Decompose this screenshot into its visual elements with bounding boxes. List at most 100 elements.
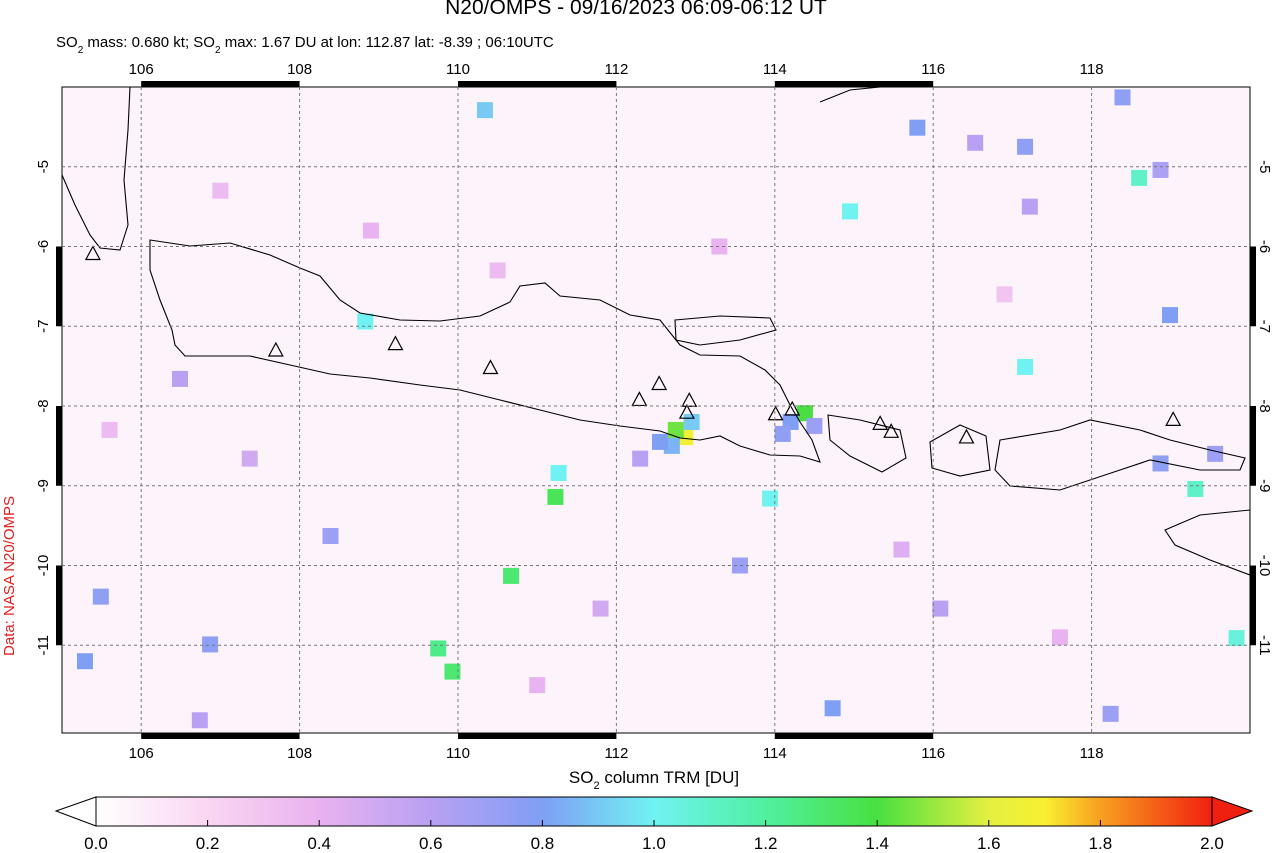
y-tick-label-right: -8 [1256,399,1272,412]
so2-pixel [932,600,949,617]
subscript: 2 [593,780,599,792]
x-tick-label-bottom: 116 [921,745,945,762]
so2-pixel [1114,89,1131,106]
frame-bar [141,733,300,739]
x-tick-label-top: 116 [921,61,945,78]
colorbar-tick-label: 1.6 [977,834,1001,853]
frame-bar [458,733,617,739]
so2-pixel [806,417,823,434]
so2-pixel [592,600,609,617]
so2-pixel [489,262,506,279]
so2-pixel [731,557,748,574]
frame-bar [1250,565,1256,646]
so2-pixel [172,370,189,387]
coast-lombok [929,424,991,477]
x-tick-label-bottom: 112 [604,745,628,762]
so2-pixel [357,313,374,330]
x-tick-label-top: 108 [287,61,312,78]
so2-pixels [76,89,1245,729]
so2-pixel [667,421,684,438]
coast-sumba [1164,509,1250,576]
y-tick-label-left: -10 [35,555,52,577]
frame-bar [774,81,934,87]
so2-pixel [529,677,546,694]
coast-madura [674,315,777,346]
y-tick-label-right: -5 [1256,160,1272,173]
text-part: mass: 0.680 kt; SO [83,34,215,51]
frame-bar [56,246,62,327]
volcano [482,359,499,375]
so2-pixel [893,541,910,558]
volcano [678,403,695,419]
frame-bar [141,81,300,87]
x-tick-label-top: 118 [1080,61,1104,78]
so2-pixel [362,222,379,239]
coast-sumatra [62,87,131,251]
colorbar-low-arrow [54,796,97,827]
volcano [651,375,668,391]
colorbar-tick-label: 1.4 [865,834,889,853]
x-tick-label-top: 106 [129,61,154,78]
so2-pixel [1162,307,1179,324]
so2-pixel [1017,358,1034,375]
colorbar-tick-label: 0.2 [196,834,220,853]
title: N20/OMPS - 09/16/2023 06:09-06:12 UT [445,0,827,19]
y-tick-label-right: -11 [1256,635,1272,656]
x-tick-label-bottom: 110 [446,745,470,762]
y-tick-label-left: -6 [35,240,52,253]
so2-pixel [92,588,109,605]
so2-pixel [1187,480,1204,497]
so2-pixel [444,663,461,680]
so2-pixel [547,488,564,505]
y-tick-label-left: -8 [35,399,52,412]
so2-pixel [824,700,841,717]
text-part: SO [56,34,78,51]
so2-pixel [202,636,219,653]
x-tick-label-bottom: 108 [287,745,312,762]
x-tick-label-top: 112 [604,61,628,78]
so2-pixel [774,425,791,442]
x-tick-label-bottom: 106 [129,745,154,762]
volcanoes [84,245,1182,444]
so2-pixel [1131,169,1148,186]
x-tick-label-bottom: 114 [763,745,787,762]
y-tick-label-right: -7 [1256,320,1272,333]
colorbar-tick-label: 0.4 [307,834,331,853]
y-tick-label-left: -5 [35,160,52,173]
so2-pixel [909,119,926,136]
so2-pixel [1152,455,1169,472]
so2-pixel [711,238,728,255]
so2-pixel [503,567,520,584]
x-tick-label-bottom: 118 [1080,745,1104,762]
text-part: column TRM [DU] [600,768,740,787]
y-tick-label-right: -9 [1256,479,1272,492]
so2-pixel [1152,161,1169,178]
coast-sumbawa [994,419,1246,491]
so2-pixel [1102,705,1119,722]
so2-pixel [1051,629,1068,646]
coast-java [149,239,821,463]
axes: 106 106 108 108 110 110 112 112 114 114 116 116 118 1… [35,61,1272,762]
so2-pixel [842,203,859,220]
coastlines [62,87,1250,576]
volcano [631,391,648,407]
y-tick-label-left: -7 [35,320,52,333]
frame-bar [56,406,62,486]
colorbar-tick-label: 0.0 [84,834,108,853]
so2-pixel [476,102,493,119]
x-tick-label-top: 110 [446,61,470,78]
coast-bali [827,414,907,473]
text-part: SO [569,768,594,787]
so2-pixel [241,450,258,467]
colorbar-tick-label: 1.2 [754,834,778,853]
so2-pixel [1228,630,1245,647]
so2-pixel [967,134,984,151]
plot-background [62,87,1250,733]
volcano [387,335,404,351]
so2-pixel [632,450,649,467]
colorbar-tick-label: 1.0 [642,834,666,853]
volcano [681,391,698,407]
volcano [872,415,889,430]
colorbar-tick-label: 2.0 [1200,834,1224,853]
